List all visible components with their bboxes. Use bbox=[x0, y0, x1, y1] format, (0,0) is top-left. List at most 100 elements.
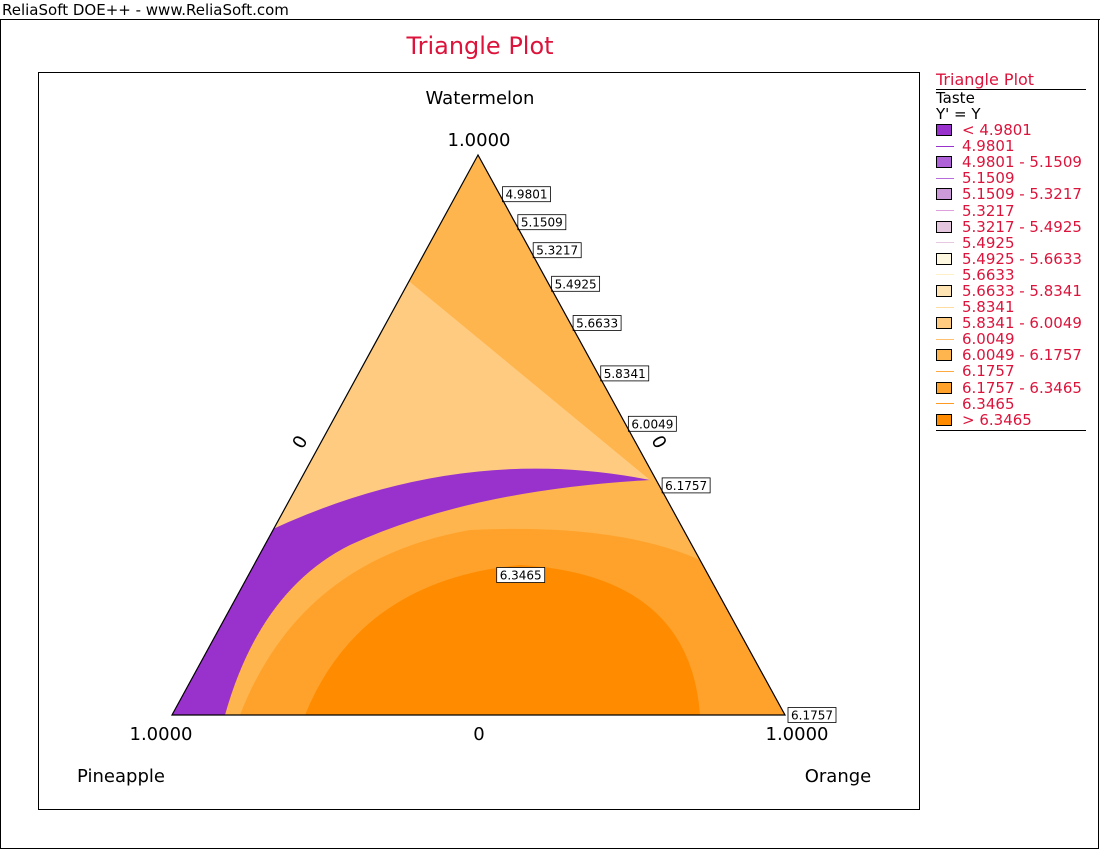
legend-label: 5.3217 bbox=[962, 201, 1015, 220]
contour-label: 5.1509 bbox=[517, 214, 567, 231]
legend-list: < 4.9801 4.9801 4.9801 - 5.1509 5.1509 5.150… bbox=[936, 121, 1086, 431]
contour-label-text: 6.1757 bbox=[791, 709, 833, 723]
legend-band-item: 5.6633 - 5.8341 bbox=[936, 281, 1086, 300]
legend-level-item: 4.9801 bbox=[936, 137, 1086, 156]
legend-transform: Y' = Y bbox=[936, 105, 981, 123]
right-axis-max-label: 1.0000 bbox=[766, 724, 829, 745]
legend-level-item: 5.4925 bbox=[936, 233, 1086, 252]
legend-swatch bbox=[936, 220, 952, 233]
legend-band-item: 5.4925 - 5.6633 bbox=[936, 249, 1086, 268]
contour-label: 5.6633 bbox=[572, 315, 622, 331]
legend-title: Triangle Plot bbox=[936, 71, 1086, 90]
contour-band bbox=[305, 565, 700, 715]
contour-label: 5.8341 bbox=[600, 365, 650, 382]
legend-label: 5.6633 - 5.8341 bbox=[962, 281, 1082, 300]
contour-label-text: 6.0049 bbox=[631, 417, 673, 431]
legend-band-item: 5.1509 - 5.3217 bbox=[936, 185, 1086, 204]
legend-swatch bbox=[936, 284, 952, 297]
contour-label-text: 5.8341 bbox=[604, 367, 646, 381]
contour-label: 4.9801 bbox=[502, 186, 551, 203]
contour-label: 6.1757 bbox=[787, 707, 837, 723]
plot-area[interactable] bbox=[38, 72, 920, 810]
contour-label: 5.3217 bbox=[532, 242, 582, 259]
legend-label: 4.9801 bbox=[962, 137, 1015, 156]
legend-band-item: > 6.3465 bbox=[936, 410, 1086, 429]
legend-level-item: 6.3465 bbox=[936, 394, 1086, 413]
legend-line bbox=[936, 338, 954, 340]
legend-band-item: 6.0049 - 6.1757 bbox=[936, 346, 1086, 365]
legend-level-item: 6.1757 bbox=[936, 362, 1086, 381]
legend-label: 6.3465 bbox=[962, 394, 1015, 413]
contour-label-text: 4.9801 bbox=[505, 188, 547, 202]
legend-level-item: 6.0049 bbox=[936, 330, 1086, 349]
legend-label: 5.1509 - 5.3217 bbox=[962, 185, 1082, 204]
legend-label: 6.0049 - 6.1757 bbox=[962, 346, 1082, 365]
legend-label: 5.6633 bbox=[962, 265, 1015, 284]
contour-label-text: 6.3465 bbox=[500, 569, 542, 583]
right-axis-name: Orange bbox=[805, 766, 872, 787]
legend-swatch bbox=[936, 381, 952, 394]
top-axis-zero-label: 0 bbox=[473, 724, 484, 745]
top-axis-max-label: 1.0000 bbox=[448, 130, 511, 151]
legend-swatch bbox=[936, 317, 952, 330]
legend-line bbox=[936, 242, 954, 244]
left-axis-zero-label: 0 bbox=[288, 432, 312, 452]
contour-label: 6.0049 bbox=[627, 415, 677, 432]
legend-band-item: < 4.9801 bbox=[936, 121, 1086, 140]
legend-band-item: 4.9801 - 5.1509 bbox=[936, 153, 1086, 172]
legend-band-item: 6.1757 - 6.3465 bbox=[936, 378, 1086, 397]
legend-line bbox=[936, 145, 954, 147]
left-axis-name: Pineapple bbox=[77, 766, 165, 787]
legend-level-item: 5.1509 bbox=[936, 169, 1086, 188]
right-axis-zero-label: 0 bbox=[647, 432, 671, 452]
legend-label: < 4.9801 bbox=[962, 121, 1032, 140]
legend-label: 5.8341 bbox=[962, 298, 1015, 317]
legend-line bbox=[936, 210, 954, 212]
legend-line bbox=[936, 403, 954, 405]
contour-label: 5.4925 bbox=[551, 275, 601, 292]
legend-label: 5.4925 - 5.6633 bbox=[962, 249, 1082, 268]
legend-band-item: 5.8341 - 6.0049 bbox=[936, 314, 1086, 333]
legend-swatch bbox=[936, 349, 952, 362]
legend-label: 4.9801 - 5.1509 bbox=[962, 153, 1082, 172]
window-title: ReliaSoft DOE++ - www.ReliaSoft.com bbox=[0, 0, 1100, 20]
contour-label-text: 5.6633 bbox=[576, 317, 618, 331]
legend-label: 5.1509 bbox=[962, 169, 1015, 188]
legend-label: 5.3217 - 5.4925 bbox=[962, 217, 1082, 236]
legend-swatch bbox=[936, 252, 952, 265]
legend-line bbox=[936, 306, 954, 308]
contour-label-text: 5.3217 bbox=[536, 244, 578, 258]
app-frame bbox=[0, 20, 1099, 849]
legend-line bbox=[936, 370, 954, 372]
triangle-outline bbox=[170, 153, 787, 716]
contour-label-text: 5.4925 bbox=[555, 277, 597, 291]
top-axis-name: Watermelon bbox=[426, 88, 535, 109]
legend: Triangle Plot Taste Y' = Y < 4.9801 4.980… bbox=[936, 71, 1086, 431]
contour-labels: 4.9801 5.1509 5.3217 5.4925 5.6633 5.8341 6.00… bbox=[496, 186, 837, 723]
legend-line bbox=[936, 274, 954, 276]
legend-label: 6.0049 bbox=[962, 330, 1015, 349]
contour-bands bbox=[172, 155, 785, 715]
legend-swatch bbox=[936, 413, 952, 426]
legend-label: 5.4925 bbox=[962, 233, 1015, 252]
legend-response: Taste bbox=[936, 89, 975, 107]
left-axis-max-label: 1.0000 bbox=[130, 724, 193, 745]
legend-label: > 6.3465 bbox=[962, 410, 1032, 429]
legend-swatch bbox=[936, 124, 952, 137]
legend-swatch bbox=[936, 156, 952, 169]
legend-level-item: 5.3217 bbox=[936, 201, 1086, 220]
contour-label-text: 5.1509 bbox=[521, 216, 563, 230]
contour-label: 6.1757 bbox=[661, 477, 711, 494]
legend-band-item: 5.3217 - 5.4925 bbox=[936, 217, 1086, 236]
legend-line bbox=[936, 177, 954, 179]
legend-label: 6.1757 - 6.3465 bbox=[962, 378, 1082, 397]
legend-swatch bbox=[936, 188, 952, 201]
legend-label: 5.8341 - 6.0049 bbox=[962, 314, 1082, 333]
contour-label-text: 6.1757 bbox=[665, 479, 707, 493]
legend-level-item: 5.6633 bbox=[936, 265, 1086, 284]
legend-level-item: 5.8341 bbox=[936, 298, 1086, 317]
legend-label: 6.1757 bbox=[962, 362, 1015, 381]
chart-title: Triangle Plot bbox=[406, 32, 554, 60]
contour-label: 6.3465 bbox=[496, 567, 546, 583]
